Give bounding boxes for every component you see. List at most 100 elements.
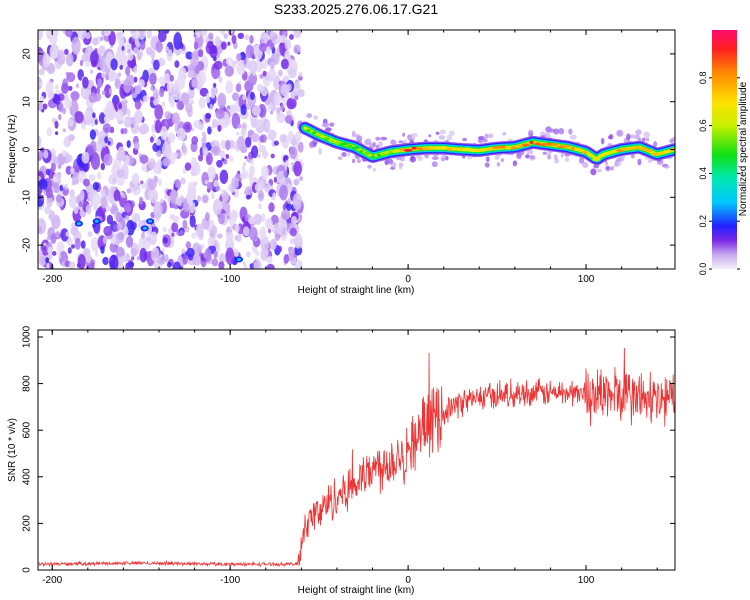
colorbar-gradient (712, 30, 737, 269)
noise-blob (130, 30, 136, 35)
signal-core (662, 150, 671, 154)
noise-blob (439, 129, 447, 135)
noise-blob (150, 49, 156, 59)
noise-blob (125, 262, 130, 269)
noise-blob (39, 95, 45, 104)
noise-blob (172, 215, 180, 224)
noise-blob (512, 160, 518, 167)
noise-blob (185, 51, 193, 60)
noise-blob (210, 124, 215, 130)
noise-blob (293, 233, 303, 249)
noise-blob (67, 118, 74, 127)
noise-blob (242, 94, 246, 101)
noise-blob (162, 236, 168, 244)
noise-blob (54, 120, 59, 129)
noise-blob (282, 203, 287, 211)
noise-blob (175, 182, 181, 188)
noise-blob (45, 81, 54, 96)
noise-blob (165, 46, 169, 51)
noise-blob (112, 177, 117, 185)
noise-blob (600, 137, 605, 145)
noise-blob (153, 201, 163, 219)
noise-blob (186, 192, 193, 205)
spectrogram-x-tick-label: 0 (405, 274, 411, 285)
noise-blob (298, 141, 304, 153)
noise-blob (288, 130, 294, 141)
noise-blob (217, 233, 223, 239)
noise-blob (161, 248, 165, 252)
noise-blob (121, 45, 125, 51)
signal-core (440, 145, 447, 149)
noise-blob (211, 225, 218, 234)
noise-blob (634, 134, 640, 140)
noise-blob (38, 68, 45, 76)
colorbar-tick-label: 0.8 (698, 72, 708, 85)
noise-blob (133, 76, 138, 83)
noise-blob (496, 162, 500, 167)
signal-core (587, 153, 593, 157)
noise-blob (62, 128, 66, 133)
noise-blob (102, 30, 112, 37)
noise-blob (431, 156, 439, 160)
noise-blob (217, 92, 227, 109)
noise-blob (51, 30, 59, 38)
signal-core (370, 155, 376, 159)
colorbar-tick-label: 0.0 (698, 263, 708, 276)
noise-blob (126, 140, 131, 148)
noise-blob (264, 184, 270, 193)
noise-blob (398, 140, 404, 144)
noise-blob (216, 159, 223, 168)
noise-blob (182, 219, 188, 229)
noise-blob (195, 223, 204, 238)
noise-blob (133, 46, 140, 55)
noise-blob (225, 231, 234, 241)
noise-blob (153, 59, 160, 71)
noise-blob (279, 184, 288, 201)
snr-series-line (38, 347, 675, 568)
noise-blob (231, 34, 237, 45)
colorbar: 0.0 0.2 0.4 0.6 0.8 Normalized spectral ampl… (698, 30, 749, 275)
noise-blob (103, 114, 111, 123)
noise-blob (201, 30, 208, 37)
noise-blob (268, 202, 275, 213)
noise-blob (232, 92, 240, 101)
noise-blob (240, 128, 247, 137)
noise-blob (292, 192, 302, 211)
noise-blob (113, 73, 118, 79)
noise-blob (150, 136, 154, 143)
signal-core (622, 147, 629, 151)
snr-y-tick-label: 200 (22, 515, 33, 532)
noise-blob (170, 202, 176, 209)
noise-blob (596, 168, 603, 173)
noise-blob (162, 141, 172, 160)
noise-blob (55, 230, 60, 239)
signal-core (351, 146, 360, 150)
noise-blob (164, 73, 171, 83)
noise-blob (542, 151, 548, 155)
noise-blob (449, 130, 455, 136)
noise-blob (178, 66, 187, 80)
noise-blob (174, 60, 180, 68)
noise-blob (484, 133, 489, 139)
noise-blob (55, 131, 59, 136)
noise-blob (96, 86, 101, 94)
noise-blob (141, 231, 145, 239)
noise-blob (181, 248, 186, 255)
noise-blob (284, 115, 293, 124)
noise-blob (38, 136, 42, 148)
noise-blob (294, 245, 303, 256)
noise-blob (478, 136, 485, 140)
noise-blob (39, 82, 43, 87)
snr-x-label: Height of straight line (km) (298, 585, 415, 596)
noise-blob (119, 64, 124, 70)
noise-blob (313, 115, 319, 120)
noise-blob (92, 37, 99, 46)
noise-blob (94, 119, 98, 125)
noise-blob (164, 30, 170, 34)
noise-blob (196, 31, 201, 39)
noise-blob (117, 146, 126, 161)
noise-blob (40, 194, 45, 202)
noise-blob (235, 83, 242, 93)
